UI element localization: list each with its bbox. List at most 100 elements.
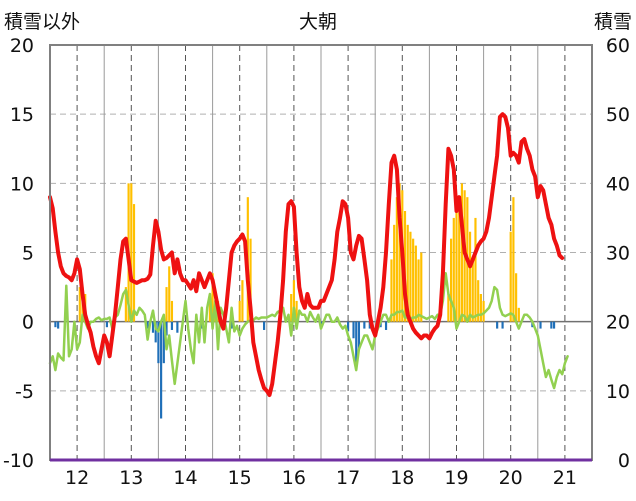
orange-bar [406,224,409,322]
right-tick-label: 20 [606,312,630,334]
blue-bar [368,321,371,329]
x-tick-label: 13 [119,467,143,489]
blue-bar-series [54,321,556,419]
blue-bar [146,321,149,329]
blue-bar [54,321,57,328]
green-line [48,272,569,390]
blue-bar [200,321,203,329]
blue-bar [550,321,553,329]
orange-bar [395,197,398,322]
x-tick-label: 21 [553,467,577,489]
x-tick-label: 20 [499,467,523,489]
orange-bar [130,183,133,322]
orange-bar [249,238,252,322]
blue-bar [347,321,350,332]
right-axis-title: 積雪 [594,11,632,33]
x-tick-label: 14 [173,467,197,489]
orange-bar [241,280,244,322]
right-tick-label: 10 [606,381,630,403]
blue-bar [105,321,108,328]
left-axis-ticks: -10 -5 0 5 10 15 20 [3,35,34,472]
right-tick-label: 40 [606,173,630,195]
left-axis-title: 積雪以外 [4,11,80,33]
orange-bar [482,300,485,322]
x-tick-label: 15 [228,467,252,489]
grid [50,45,592,460]
orange-bar [398,183,401,322]
blue-bar [57,321,60,329]
orange-bar [290,294,293,322]
plot-frame [49,44,593,462]
orange-bar [512,197,515,322]
orange-bar [479,294,482,322]
orange-bar [460,183,464,322]
orange-bar [455,204,458,322]
orange-bar [417,259,420,322]
x-axis-ticks: 12 13 14 15 16 17 18 19 20 21 [65,467,577,489]
red-line [48,112,565,397]
orange-bar [168,266,171,322]
orange-bar [468,231,472,322]
blue-bar [170,321,174,330]
orange-bar [409,231,412,322]
left-tick-label: 0 [22,312,34,334]
orange-bar [238,300,241,322]
orange-bar [515,273,518,322]
blue-bar [154,321,157,343]
orange-bar [211,273,214,322]
blue-bar [176,321,179,333]
x-tick-label: 19 [444,467,468,489]
orange-bar [170,300,174,322]
orange-bar [165,287,168,322]
blue-bar [230,321,233,329]
orange-bar [447,294,450,322]
orange-bar [124,287,127,322]
blue-bar [357,321,361,350]
left-tick-label: 20 [10,35,34,57]
orange-bar [414,245,417,322]
left-tick-label: 10 [10,173,34,195]
right-axis-ticks: 0 10 20 30 40 50 60 [606,35,630,472]
orange-bar [420,252,423,322]
blue-bar [355,321,358,364]
orange-bar [458,211,461,322]
right-tick-label: 0 [618,450,630,472]
right-tick-label: 30 [606,243,630,265]
blue-bar [352,321,355,339]
blue-bar [157,321,160,364]
orange-bar [78,287,81,322]
orange-bar [477,280,480,322]
x-tick-label: 12 [65,467,89,489]
orange-bar [390,259,393,322]
orange-bar [474,217,477,322]
left-tick-label: -5 [15,381,34,403]
x-tick-label: 18 [390,467,414,489]
blue-bar [165,321,168,336]
x-tick-label: 16 [282,467,306,489]
left-tick-label: 15 [10,104,34,126]
blue-bar [496,321,499,329]
blue-bar [501,321,504,329]
orange-bar [509,231,512,322]
line-series [48,112,569,397]
left-tick-label: -10 [3,450,34,472]
right-tick-label: 60 [606,35,630,57]
blue-bar [162,321,165,364]
orange-bar [393,224,396,322]
blue-bar [151,321,155,333]
orange-bar [517,307,520,322]
x-tick-label: 17 [336,467,360,489]
blue-bar [552,321,556,329]
right-tick-label: 50 [606,104,630,126]
left-tick-label: 5 [22,243,34,265]
orange-bar [295,300,298,322]
orange-bar [412,238,415,322]
blue-bar [363,321,366,329]
blue-bar [263,321,266,330]
blue-bar [384,321,388,330]
chart-title: 大朝 [299,11,337,33]
orange-bar [449,238,453,322]
orange-bar [292,280,295,322]
orange-bar [452,217,455,322]
